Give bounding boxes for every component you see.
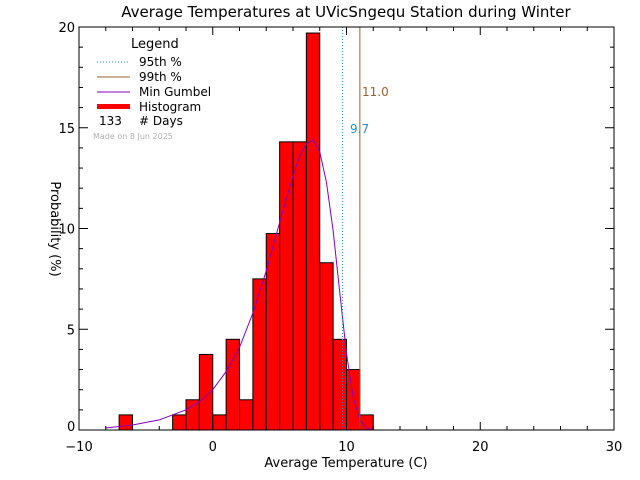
histogram-bar: [305, 32, 321, 431]
histogram-bar: [252, 278, 267, 431]
histogram-bar: [319, 262, 334, 431]
histogram-bar: [185, 399, 200, 431]
histogram-bar: [346, 369, 361, 431]
histogram-bar: [292, 141, 307, 431]
percentile-lines: [341, 27, 361, 430]
x-tick-label: −10: [65, 440, 92, 455]
y-axis-label: Probability (%): [47, 181, 62, 276]
histogram-bar: [239, 399, 254, 431]
legend-label-gumbel: Min Gumbel: [139, 85, 211, 99]
x-axis-label: Average Temperature (C): [264, 456, 427, 471]
legend-title: Legend: [131, 37, 179, 52]
y-tick-label: 5: [67, 323, 75, 338]
histogram-bar: [332, 338, 347, 431]
zero-marker: 0: [67, 420, 75, 435]
p99-value-label: 11.0: [362, 85, 389, 99]
x-tick-label: 0: [209, 440, 217, 455]
legend-days-count: 133: [99, 114, 122, 128]
x-tick-label: 10: [338, 440, 355, 455]
gumbel-curve-layer: [105, 139, 374, 431]
x-axis-ticks: −10 0 10 20 30: [65, 27, 622, 455]
legend-swatch-histogram: [97, 104, 130, 109]
histogram-bar: [225, 338, 240, 431]
legend-label-p95: 95th %: [139, 55, 182, 69]
x-tick-label: 30: [606, 440, 623, 455]
x-tick-label: 20: [472, 440, 489, 455]
histogram-bar: [279, 141, 294, 431]
legend-label-p99: 99th %: [139, 70, 182, 84]
legend: Legend 95th % 99th % Min Gumbel Histogra…: [93, 37, 211, 141]
histogram-bar: [212, 414, 227, 431]
legend-label-histogram: Histogram: [139, 100, 201, 114]
chart-title: Average Temperatures at UVicSngequ Stati…: [121, 3, 571, 21]
y-tick-label: 20: [58, 21, 75, 36]
y-tick-label: 10: [58, 223, 75, 238]
y-axis-ticks: 5 10 15 20: [58, 21, 614, 431]
histogram-bar: [118, 414, 133, 431]
y-tick-label: 15: [58, 122, 75, 137]
p95-value-label: 9.7: [350, 122, 369, 136]
creation-stamp: Made on 8 Jun 2025: [93, 132, 173, 141]
histogram-bar: [198, 353, 214, 431]
gumbel-curve: [105, 139, 374, 431]
histogram-bar: [172, 414, 187, 431]
legend-days-label: # Days: [139, 114, 183, 128]
